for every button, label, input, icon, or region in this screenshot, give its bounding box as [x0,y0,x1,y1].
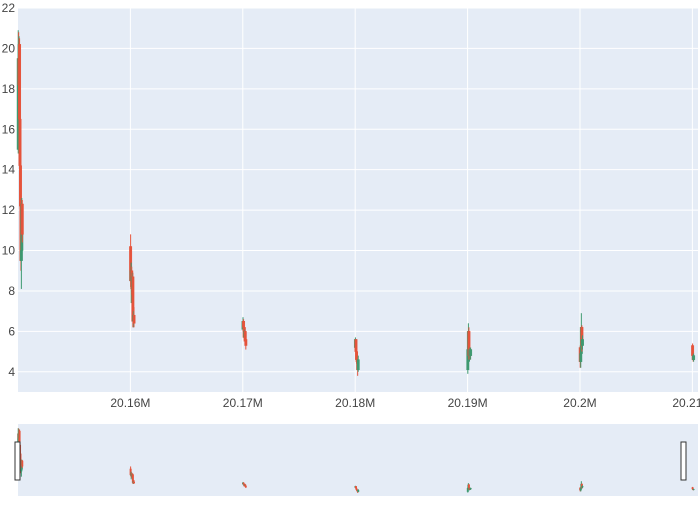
slider-candle [580,483,583,489]
slider-candle [469,487,472,490]
slider-candle-body [692,489,695,490]
slider-candle-body [581,486,584,488]
candle[interactable] [469,347,473,360]
slider-candle [466,487,469,493]
slider-candle [581,485,584,489]
slider-candle [692,488,695,491]
x-tick-label: 20.2M [563,396,596,410]
y-tick-label: 10 [2,244,16,258]
plot-area[interactable] [18,8,698,392]
slider-candle-body [244,486,247,488]
x-axis: 20.16M 20.17M 20.18M 20.19M 20.2M 20.21M [110,396,700,410]
candle[interactable] [581,335,584,350]
x-tick-label: 20.17M [223,396,263,410]
slider-candle [132,480,135,484]
slider-candle-body [580,483,583,488]
x-tick-label: 20.16M [110,396,150,410]
slider-candle [21,460,24,468]
slider-candle-body [21,460,24,467]
slider-candle [357,489,360,493]
candle-body [244,339,248,346]
slider-candle-body [129,468,132,476]
slider-candle-body [355,488,358,490]
y-tick-label: 20 [2,41,16,55]
candle[interactable] [132,307,136,328]
y-tick-label: 18 [2,82,16,96]
y-tick-label: 6 [8,324,15,338]
range-slider[interactable] [14,424,698,496]
slider-candle-body [354,486,357,489]
slider-candle-body [691,487,694,490]
candle[interactable] [692,353,696,362]
candle-body [20,203,24,235]
y-tick-label: 8 [8,284,15,298]
x-tick-label: 20.18M [335,396,375,410]
x-tick-label: 20.21M [672,396,700,410]
y-tick-label: 22 [2,1,16,15]
grid [18,7,698,392]
candle[interactable] [244,333,248,350]
range-slider-right-handle[interactable] [680,441,687,481]
slider-candle-body [244,484,247,487]
candle-body [356,359,360,371]
slider-candle-body [466,488,469,492]
candle[interactable] [356,355,360,372]
candle-body [18,44,22,120]
slider-candle [244,485,247,489]
candle-body [469,349,473,356]
candle-body [581,339,584,346]
slider-candle-body [18,430,21,445]
y-tick-label: 4 [8,365,15,379]
y-tick-label: 12 [2,203,16,217]
slider-candle-body [579,488,582,491]
range-slider-background[interactable] [18,424,698,496]
slider-candle-body [20,469,23,472]
slider-candle-body [469,488,472,490]
slider-candle-body [357,489,360,492]
x-tick-label: 20.19M [448,396,488,410]
slider-candle-body [242,482,245,484]
slider-candle-body [132,481,135,484]
candle-body [692,355,696,360]
y-tick-label: 16 [2,122,16,136]
candles [16,30,696,376]
candle-body [132,314,136,324]
slider-candle-body [131,474,134,483]
range-slider-left-handle[interactable] [14,441,21,481]
y-tick-label: 14 [2,163,16,177]
candle[interactable] [20,200,24,243]
slider-candle-body [467,484,470,490]
y-axis: 4 6 8 10 12 14 16 18 20 22 [2,1,16,379]
